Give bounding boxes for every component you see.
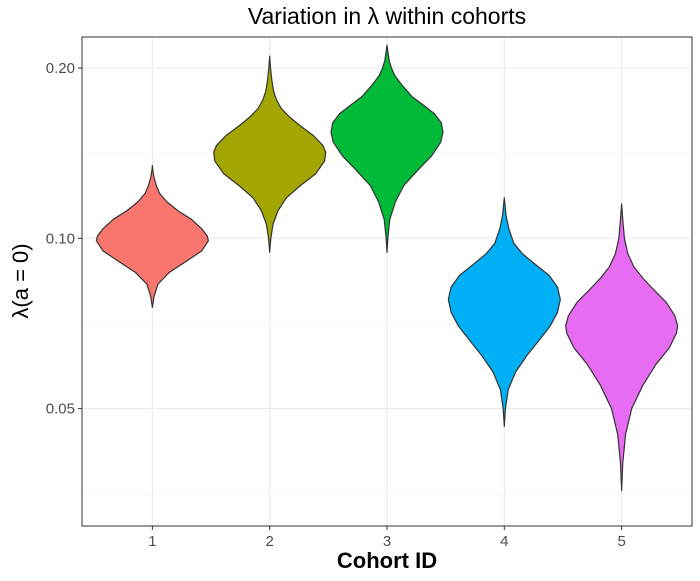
x-tick-label: 4	[500, 533, 508, 550]
y-axis: 0.05 0.10 0.20	[46, 60, 82, 418]
violin-cohort-4	[447, 197, 561, 428]
y-axis-label: λ(a = 0)	[8, 243, 33, 318]
y-tick-label: 0.05	[46, 401, 75, 418]
x-tick-label: 5	[617, 533, 625, 550]
x-axis-label: Cohort ID	[337, 548, 437, 573]
chart-title: Variation in λ within cohorts	[248, 3, 526, 29]
violin-cohort-3	[330, 44, 444, 253]
violins-layer	[95, 44, 679, 492]
violin-cohort-5	[565, 203, 679, 492]
y-tick-label: 0.20	[46, 60, 75, 77]
x-tick-label: 3	[383, 533, 391, 550]
violin-cohort-1	[95, 164, 209, 308]
violin-cohort-2	[213, 55, 327, 253]
x-tick-label: 2	[266, 533, 274, 550]
y-tick-label: 0.10	[46, 230, 75, 247]
x-axis: 1 2 3 4 5	[148, 526, 626, 550]
x-tick-label: 1	[148, 533, 156, 550]
